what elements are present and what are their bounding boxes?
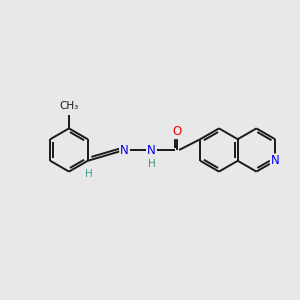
Text: O: O — [172, 125, 182, 138]
Text: H: H — [85, 169, 93, 179]
Text: N: N — [147, 143, 156, 157]
Text: H: H — [148, 159, 155, 169]
Text: N: N — [120, 143, 129, 157]
Text: N: N — [271, 154, 280, 167]
Text: CH₃: CH₃ — [59, 101, 79, 111]
